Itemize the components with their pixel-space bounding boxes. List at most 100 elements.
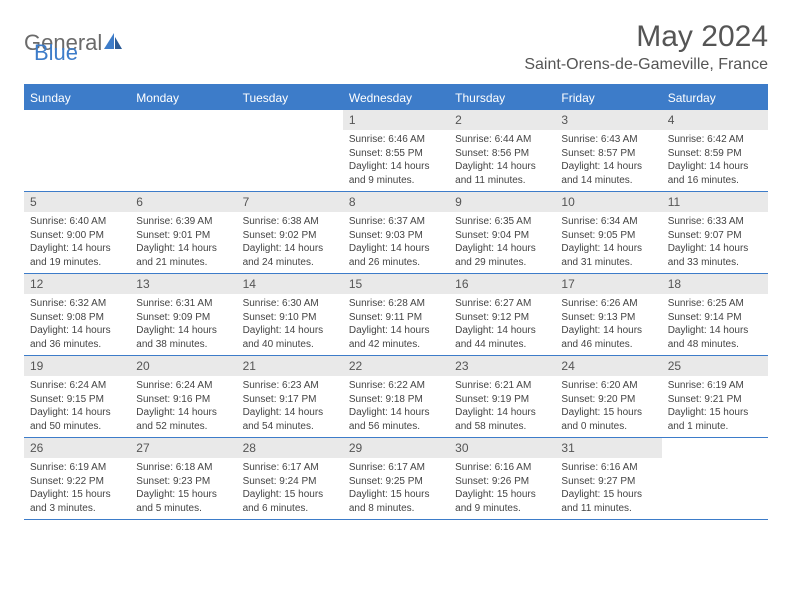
day-dl2: and 48 minutes. bbox=[668, 338, 762, 352]
day-cell: 28Sunrise: 6:17 AMSunset: 9:24 PMDayligh… bbox=[237, 438, 343, 519]
day-dl1: Daylight: 14 hours bbox=[455, 324, 549, 338]
day-body: Sunrise: 6:46 AMSunset: 8:55 PMDaylight:… bbox=[343, 130, 449, 191]
day-body: Sunrise: 6:17 AMSunset: 9:24 PMDaylight:… bbox=[237, 458, 343, 519]
day-dl1: Daylight: 15 hours bbox=[668, 406, 762, 420]
day-cell: 27Sunrise: 6:18 AMSunset: 9:23 PMDayligh… bbox=[130, 438, 236, 519]
week-row: 1Sunrise: 6:46 AMSunset: 8:55 PMDaylight… bbox=[24, 110, 768, 192]
day-sr: Sunrise: 6:24 AM bbox=[136, 379, 230, 393]
day-dl2: and 31 minutes. bbox=[561, 256, 655, 270]
day-sr: Sunrise: 6:34 AM bbox=[561, 215, 655, 229]
day-number: 4 bbox=[662, 110, 768, 130]
day-sr: Sunrise: 6:43 AM bbox=[561, 133, 655, 147]
day-dl1: Daylight: 14 hours bbox=[136, 324, 230, 338]
day-body: Sunrise: 6:20 AMSunset: 9:20 PMDaylight:… bbox=[555, 376, 661, 437]
day-sr: Sunrise: 6:42 AM bbox=[668, 133, 762, 147]
day-number: 22 bbox=[343, 356, 449, 376]
day-cell: 18Sunrise: 6:25 AMSunset: 9:14 PMDayligh… bbox=[662, 274, 768, 355]
day-dl2: and 9 minutes. bbox=[455, 502, 549, 516]
day-number: 7 bbox=[237, 192, 343, 212]
day-dl2: and 56 minutes. bbox=[349, 420, 443, 434]
day-cell: 2Sunrise: 6:44 AMSunset: 8:56 PMDaylight… bbox=[449, 110, 555, 191]
day-number: 18 bbox=[662, 274, 768, 294]
day-body: Sunrise: 6:35 AMSunset: 9:04 PMDaylight:… bbox=[449, 212, 555, 273]
day-cell: 30Sunrise: 6:16 AMSunset: 9:26 PMDayligh… bbox=[449, 438, 555, 519]
day-dl2: and 58 minutes. bbox=[455, 420, 549, 434]
day-number: 9 bbox=[449, 192, 555, 212]
day-dl1: Daylight: 15 hours bbox=[561, 406, 655, 420]
day-number: 12 bbox=[24, 274, 130, 294]
day-dl1: Daylight: 14 hours bbox=[243, 242, 337, 256]
day-ss: Sunset: 9:12 PM bbox=[455, 311, 549, 325]
day-cell: 13Sunrise: 6:31 AMSunset: 9:09 PMDayligh… bbox=[130, 274, 236, 355]
day-ss: Sunset: 9:16 PM bbox=[136, 393, 230, 407]
day-dl2: and 26 minutes. bbox=[349, 256, 443, 270]
title-block: May 2024 Saint-Orens-de-Gameville, Franc… bbox=[524, 20, 768, 74]
day-body: Sunrise: 6:16 AMSunset: 9:27 PMDaylight:… bbox=[555, 458, 661, 519]
day-number: 11 bbox=[662, 192, 768, 212]
day-sr: Sunrise: 6:26 AM bbox=[561, 297, 655, 311]
day-ss: Sunset: 9:18 PM bbox=[349, 393, 443, 407]
day-cell: 29Sunrise: 6:17 AMSunset: 9:25 PMDayligh… bbox=[343, 438, 449, 519]
day-dl1: Daylight: 14 hours bbox=[561, 160, 655, 174]
day-sr: Sunrise: 6:33 AM bbox=[668, 215, 762, 229]
day-dl1: Daylight: 14 hours bbox=[30, 406, 124, 420]
logo-row2: Blue bbox=[24, 40, 78, 66]
day-sr: Sunrise: 6:24 AM bbox=[30, 379, 124, 393]
day-ss: Sunset: 9:03 PM bbox=[349, 229, 443, 243]
day-ss: Sunset: 9:04 PM bbox=[455, 229, 549, 243]
day-sr: Sunrise: 6:28 AM bbox=[349, 297, 443, 311]
week-row: 5Sunrise: 6:40 AMSunset: 9:00 PMDaylight… bbox=[24, 192, 768, 274]
day-body: Sunrise: 6:38 AMSunset: 9:02 PMDaylight:… bbox=[237, 212, 343, 273]
day-body: Sunrise: 6:34 AMSunset: 9:05 PMDaylight:… bbox=[555, 212, 661, 273]
day-cell: 25Sunrise: 6:19 AMSunset: 9:21 PMDayligh… bbox=[662, 356, 768, 437]
day-body: Sunrise: 6:32 AMSunset: 9:08 PMDaylight:… bbox=[24, 294, 130, 355]
day-dl1: Daylight: 14 hours bbox=[136, 242, 230, 256]
day-dl2: and 6 minutes. bbox=[243, 502, 337, 516]
day-number: 13 bbox=[130, 274, 236, 294]
week-row: 19Sunrise: 6:24 AMSunset: 9:15 PMDayligh… bbox=[24, 356, 768, 438]
month-title: May 2024 bbox=[524, 20, 768, 54]
day-dl2: and 36 minutes. bbox=[30, 338, 124, 352]
day-sr: Sunrise: 6:35 AM bbox=[455, 215, 549, 229]
day-dl2: and 19 minutes. bbox=[30, 256, 124, 270]
weeks-container: 1Sunrise: 6:46 AMSunset: 8:55 PMDaylight… bbox=[24, 110, 768, 520]
day-dl1: Daylight: 14 hours bbox=[349, 406, 443, 420]
day-number: 20 bbox=[130, 356, 236, 376]
day-dl1: Daylight: 14 hours bbox=[243, 324, 337, 338]
day-body: Sunrise: 6:44 AMSunset: 8:56 PMDaylight:… bbox=[449, 130, 555, 191]
day-dl1: Daylight: 14 hours bbox=[561, 324, 655, 338]
day-cell: 21Sunrise: 6:23 AMSunset: 9:17 PMDayligh… bbox=[237, 356, 343, 437]
day-number: 15 bbox=[343, 274, 449, 294]
day-number: 3 bbox=[555, 110, 661, 130]
day-dl1: Daylight: 15 hours bbox=[136, 488, 230, 502]
day-dl2: and 50 minutes. bbox=[30, 420, 124, 434]
calendar: Sunday Monday Tuesday Wednesday Thursday… bbox=[24, 84, 768, 520]
day-dl2: and 11 minutes. bbox=[455, 174, 549, 188]
day-number: 16 bbox=[449, 274, 555, 294]
day-body: Sunrise: 6:30 AMSunset: 9:10 PMDaylight:… bbox=[237, 294, 343, 355]
day-dl2: and 8 minutes. bbox=[349, 502, 443, 516]
day-body: Sunrise: 6:31 AMSunset: 9:09 PMDaylight:… bbox=[130, 294, 236, 355]
location: Saint-Orens-de-Gameville, France bbox=[524, 56, 768, 74]
day-dl2: and 54 minutes. bbox=[243, 420, 337, 434]
day-number: 5 bbox=[24, 192, 130, 212]
day-dl2: and 5 minutes. bbox=[136, 502, 230, 516]
day-sr: Sunrise: 6:16 AM bbox=[561, 461, 655, 475]
day-ss: Sunset: 9:00 PM bbox=[30, 229, 124, 243]
day-body: Sunrise: 6:26 AMSunset: 9:13 PMDaylight:… bbox=[555, 294, 661, 355]
day-sr: Sunrise: 6:21 AM bbox=[455, 379, 549, 393]
day-dl2: and 24 minutes. bbox=[243, 256, 337, 270]
weekday-thursday: Thursday bbox=[449, 86, 555, 110]
day-dl2: and 9 minutes. bbox=[349, 174, 443, 188]
day-body: Sunrise: 6:18 AMSunset: 9:23 PMDaylight:… bbox=[130, 458, 236, 519]
week-row: 12Sunrise: 6:32 AMSunset: 9:08 PMDayligh… bbox=[24, 274, 768, 356]
day-number: 10 bbox=[555, 192, 661, 212]
day-dl2: and 3 minutes. bbox=[30, 502, 124, 516]
day-dl1: Daylight: 14 hours bbox=[30, 242, 124, 256]
weekday-monday: Monday bbox=[130, 86, 236, 110]
day-ss: Sunset: 9:21 PM bbox=[668, 393, 762, 407]
day-cell: 19Sunrise: 6:24 AMSunset: 9:15 PMDayligh… bbox=[24, 356, 130, 437]
day-cell: 9Sunrise: 6:35 AMSunset: 9:04 PMDaylight… bbox=[449, 192, 555, 273]
day-number: 31 bbox=[555, 438, 661, 458]
week-row: 26Sunrise: 6:19 AMSunset: 9:22 PMDayligh… bbox=[24, 438, 768, 520]
